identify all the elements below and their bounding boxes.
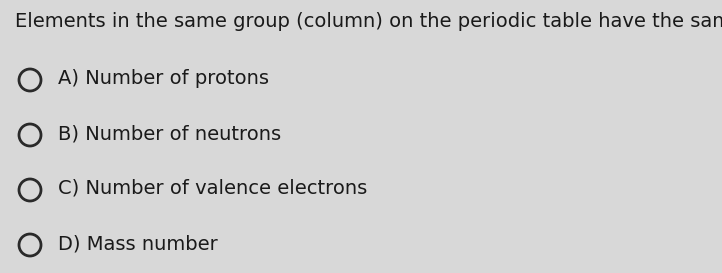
Text: D) Mass number: D) Mass number [58,234,218,253]
Text: C) Number of valence electrons: C) Number of valence electrons [58,179,367,198]
Text: Elements in the same group (column) on the periodic table have the same:: Elements in the same group (column) on t… [15,12,722,31]
Text: A) Number of protons: A) Number of protons [58,69,269,88]
Text: B) Number of neutrons: B) Number of neutrons [58,124,281,143]
